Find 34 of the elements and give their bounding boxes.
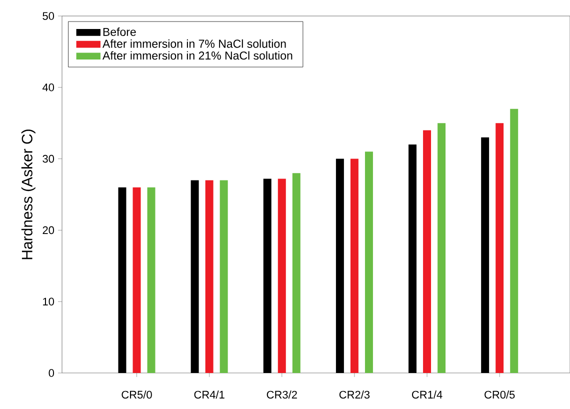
y-tick-label: 40 <box>42 84 54 92</box>
bar <box>408 144 417 373</box>
bar <box>496 123 504 373</box>
y-axis-title: Hardness (Asker C) <box>21 130 36 260</box>
x-tick-label: CR5/0 <box>122 390 152 399</box>
bar <box>190 180 199 373</box>
y-tick-label: 20 <box>42 226 54 234</box>
x-tick-label: CR4/1 <box>194 390 224 399</box>
bar <box>438 123 446 373</box>
bar <box>132 187 141 373</box>
bar <box>510 108 518 373</box>
bar <box>292 173 300 373</box>
y-tick-label: 50 <box>42 12 54 20</box>
legend-label: After immersion in 7% NaCl solution <box>102 39 286 48</box>
bar <box>220 180 228 373</box>
x-tick-label: CR1/4 <box>412 390 442 399</box>
bar <box>147 187 156 373</box>
y-tick-label: 10 <box>43 298 54 306</box>
bar <box>263 178 272 373</box>
bar <box>118 187 126 373</box>
x-tick-label: CR2/3 <box>339 390 370 399</box>
bar <box>423 130 432 373</box>
bar <box>205 180 214 373</box>
bar <box>481 137 490 373</box>
bar <box>336 158 344 373</box>
legend-label: After immersion in 21% NaCl solution <box>102 51 292 60</box>
x-tick-label: CR3/2 <box>266 390 297 399</box>
y-tick-label: 30 <box>42 154 54 163</box>
y-tick-label: 0 <box>48 369 54 377</box>
bar <box>278 178 286 373</box>
x-tick-label: CR0/5 <box>484 390 515 399</box>
legend-label: Before <box>103 28 136 36</box>
bar <box>364 152 373 373</box>
bar <box>350 158 358 373</box>
